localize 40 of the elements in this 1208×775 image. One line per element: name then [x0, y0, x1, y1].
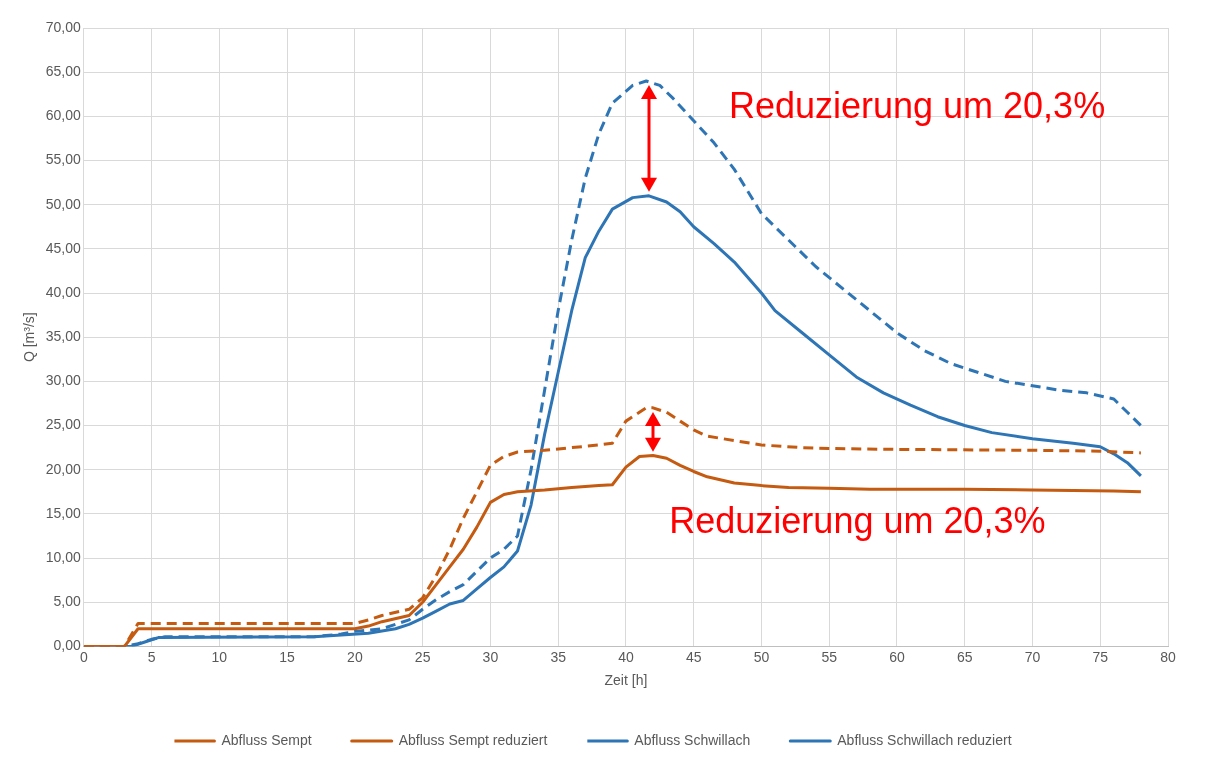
y-tick-label: 55,00 [45, 151, 82, 168]
legend-label: Abfluss Sempt reduziert [398, 731, 548, 748]
y-tick-label: 40,00 [45, 283, 82, 300]
x-tick-label: 15 [279, 648, 296, 665]
x-tick-label: 30 [482, 648, 499, 665]
x-axis-title: Zeit [h] [604, 672, 648, 689]
y-axis-title: Q [m³/s] [21, 312, 38, 363]
x-tick-label: 0 [79, 648, 88, 665]
x-tick-label: 75 [1092, 648, 1109, 665]
y-tick-label: 5,00 [53, 593, 82, 610]
x-tick-label: 55 [821, 648, 838, 665]
y-tick-label: 35,00 [45, 328, 82, 345]
x-tick-label: 45 [685, 648, 702, 665]
y-tick-label: 50,00 [45, 195, 82, 212]
legend-label: Abfluss Schwillach [634, 731, 751, 748]
y-tick-label: 45,00 [45, 239, 82, 256]
x-tick-label: 70 [1024, 648, 1041, 665]
y-tick-label: 70,00 [45, 18, 82, 35]
legend-label: Abfluss Sempt [221, 731, 312, 748]
x-tick-label: 65 [956, 648, 973, 665]
x-tick-label: 60 [889, 648, 905, 665]
y-tick-label: 10,00 [45, 548, 82, 565]
x-tick-label: 35 [550, 648, 567, 665]
y-tick-label: 15,00 [45, 504, 82, 521]
y-tick-label: 0,00 [53, 637, 82, 654]
y-tick-label: 30,00 [45, 372, 82, 389]
y-tick-label: 60,00 [45, 107, 82, 124]
x-tick-label: 20 [347, 648, 363, 665]
x-tick-label: 40 [618, 648, 634, 665]
x-tick-label: 5 [147, 648, 156, 665]
y-tick-label: 65,00 [45, 63, 82, 80]
x-tick-label: 80 [1160, 648, 1176, 665]
annotation: Reduzierung um 20,3% [728, 85, 1106, 127]
x-tick-label: 50 [753, 648, 770, 665]
annotation: Reduzierung um 20,3% [669, 499, 1046, 541]
x-tick-label: 10 [211, 648, 228, 665]
legend-label: Abfluss Schwillach reduziert [837, 731, 1012, 748]
y-tick-label: 25,00 [45, 416, 82, 433]
y-tick-label: 20,00 [45, 460, 82, 477]
x-tick-label: 25 [414, 648, 431, 665]
